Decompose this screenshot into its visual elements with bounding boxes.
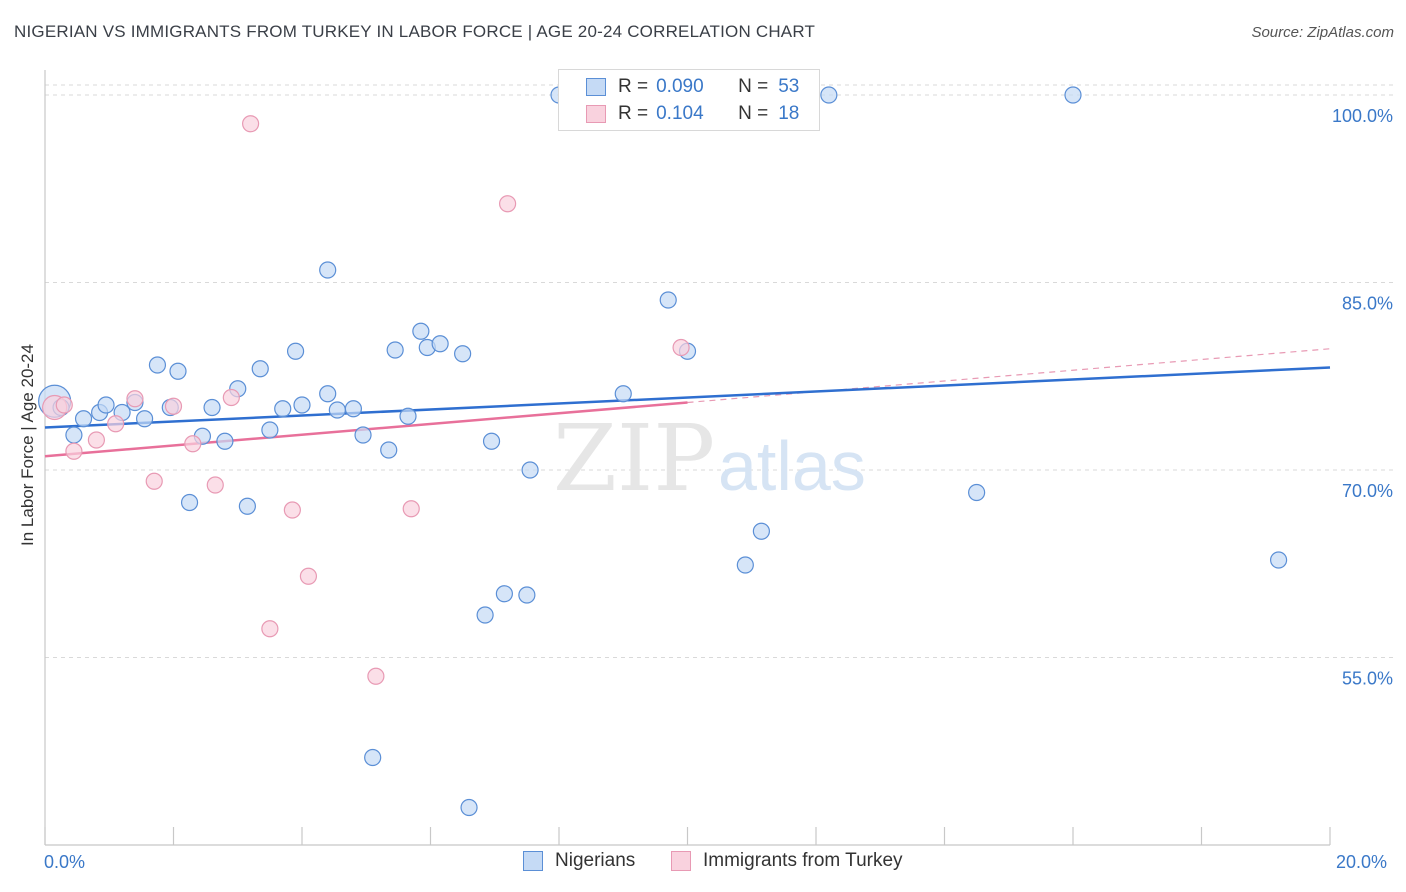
point-nigerians [274, 400, 292, 418]
point-nigerians [65, 426, 83, 444]
point-nigerians [380, 441, 398, 459]
point-nigerians [476, 606, 494, 624]
point-nigerians [319, 261, 337, 279]
point-turkey [126, 390, 144, 408]
point-nigerians [431, 335, 449, 353]
point-nigerians [319, 385, 337, 403]
point-nigerians [344, 400, 362, 418]
point-nigerians [169, 362, 187, 380]
point-nigerians [238, 497, 256, 515]
point-nigerians [74, 410, 93, 428]
watermark-atlas: atlas [718, 427, 866, 505]
legend-swatch-turkey [671, 851, 691, 871]
legend-label-nigerians: Nigerians [555, 850, 636, 871]
axes [44, 70, 1331, 846]
point-nigerians [1269, 551, 1288, 569]
y-axis-label: In Labor Force | Age 20-24 [18, 344, 37, 546]
point-nigerians [1064, 86, 1082, 104]
point-turkey [283, 501, 301, 519]
grid-lines [45, 84, 1393, 658]
point-nigerians [752, 522, 770, 540]
point-nigerians [454, 345, 472, 363]
point-turkey [55, 396, 73, 414]
legend-item-turkey[interactable]: Immigrants from Turkey [671, 850, 903, 872]
point-nigerians [482, 432, 501, 450]
point-turkey [672, 338, 690, 357]
x-tick-label-min: 0.0% [44, 852, 86, 872]
point-turkey [299, 567, 318, 585]
point-nigerians [412, 322, 430, 340]
point-nigerians [820, 86, 838, 104]
point-nigerians [659, 291, 677, 309]
source-note: Source: ZipAtlas.com [1251, 24, 1394, 41]
watermark-zip: ZIP [553, 405, 715, 512]
series-legend: Nigerians Immigrants from Turkey [0, 850, 1406, 878]
n-value: 53 [778, 76, 800, 97]
point-turkey [222, 388, 240, 407]
point-nigerians [328, 401, 346, 419]
legend-swatch-nigerians [586, 78, 606, 96]
point-turkey [145, 472, 163, 490]
point-nigerians [261, 421, 279, 439]
point-turkey [242, 115, 260, 133]
y-tick-label: 85.0% [1342, 294, 1393, 314]
r-value: 0.090 [656, 76, 704, 97]
point-nigerians [518, 586, 536, 604]
point-nigerians [968, 483, 986, 502]
legend-item-nigerians[interactable]: Nigerians [523, 850, 635, 872]
point-turkey [367, 667, 385, 685]
n-value: 18 [778, 103, 800, 124]
y-tick-label: 70.0% [1342, 481, 1393, 501]
watermark: ZIP atlas [553, 405, 866, 512]
point-turkey [184, 435, 202, 453]
r-value: 0.104 [656, 103, 704, 124]
y-tick-labels: 55.0% 70.0% 85.0% 100.0% [1332, 106, 1393, 689]
legend-label-turkey: Immigrants from Turkey [703, 850, 903, 871]
point-nigerians [354, 426, 372, 444]
point-nigerians [203, 398, 221, 417]
point-turkey [402, 500, 420, 518]
y-tick-label: 55.0% [1342, 669, 1393, 689]
y-axis-label-wrap: In Labor Force | Age 20-24 [16, 300, 40, 590]
point-nigerians [495, 585, 513, 603]
point-nigerians [614, 385, 632, 403]
point-nigerians [97, 396, 115, 414]
stats-legend: R = 0.090 N = 53 R = 0.104 N = 18 [558, 69, 820, 131]
data-points [38, 86, 1288, 817]
point-turkey [261, 620, 279, 638]
point-nigerians [135, 410, 154, 428]
point-turkey [164, 397, 183, 415]
r-label: R = [618, 76, 649, 97]
legend-swatch-turkey [586, 105, 606, 123]
point-turkey [499, 195, 517, 213]
trend-line-turkey-extension [687, 348, 1331, 404]
point-nigerians [736, 556, 754, 574]
stats-legend-row-nigerians: R = 0.090 N = 53 [559, 74, 799, 100]
trend-line-nigerians [44, 366, 1331, 429]
n-label: N = [738, 103, 769, 124]
point-turkey [206, 476, 224, 494]
n-label: N = [738, 76, 769, 97]
x-tick-label-max: 20.0% [1336, 852, 1388, 872]
chart-title: NIGERIAN VS IMMIGRANTS FROM TURKEY IN LA… [14, 22, 816, 41]
point-nigerians [180, 493, 199, 512]
point-turkey [87, 431, 106, 449]
point-turkey [65, 442, 83, 460]
point-turkey [107, 415, 125, 433]
point-nigerians [364, 748, 382, 767]
point-nigerians [216, 432, 234, 450]
point-nigerians [386, 341, 404, 359]
point-nigerians [399, 407, 417, 425]
point-nigerians [286, 342, 305, 360]
point-nigerians [521, 461, 539, 479]
r-label: R = [618, 103, 649, 124]
legend-swatch-nigerians [523, 851, 543, 871]
y-tick-label: 100.0% [1332, 106, 1393, 126]
stats-legend-row-turkey: R = 0.104 N = 18 [559, 101, 799, 127]
point-nigerians [251, 360, 269, 378]
point-nigerians [293, 396, 311, 414]
point-nigerians [148, 356, 167, 374]
point-nigerians [460, 798, 478, 817]
